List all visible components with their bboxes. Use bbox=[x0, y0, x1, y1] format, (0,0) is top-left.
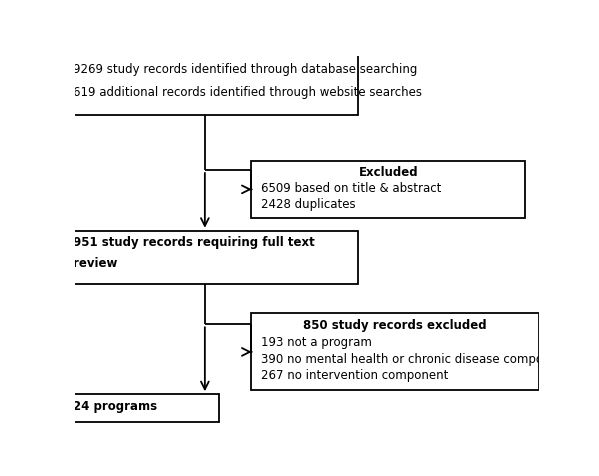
FancyBboxPatch shape bbox=[252, 314, 539, 391]
Text: 6509 based on title & abstract: 6509 based on title & abstract bbox=[261, 182, 441, 195]
FancyBboxPatch shape bbox=[65, 394, 219, 422]
Text: 390 no mental health or chronic disease component: 390 no mental health or chronic disease … bbox=[261, 352, 570, 365]
Text: 850 study records excluded: 850 study records excluded bbox=[303, 318, 487, 331]
Text: review: review bbox=[72, 257, 117, 270]
FancyBboxPatch shape bbox=[65, 35, 358, 116]
Text: 193 not a program: 193 not a program bbox=[261, 335, 371, 348]
Text: 24 programs: 24 programs bbox=[72, 399, 157, 412]
FancyBboxPatch shape bbox=[65, 231, 358, 284]
Text: 2428 duplicates: 2428 duplicates bbox=[261, 198, 355, 211]
Text: 951 study records requiring full text: 951 study records requiring full text bbox=[72, 236, 314, 248]
Text: 9888 total study records: 9888 total study records bbox=[72, 40, 236, 52]
Text: 9269 study records identified through database searching: 9269 study records identified through da… bbox=[72, 63, 417, 76]
FancyBboxPatch shape bbox=[252, 161, 525, 218]
Text: 619 additional records identified through website searches: 619 additional records identified throug… bbox=[72, 86, 422, 99]
Text: Excluded: Excluded bbox=[358, 166, 418, 179]
Text: 267 no intervention component: 267 no intervention component bbox=[261, 369, 448, 382]
